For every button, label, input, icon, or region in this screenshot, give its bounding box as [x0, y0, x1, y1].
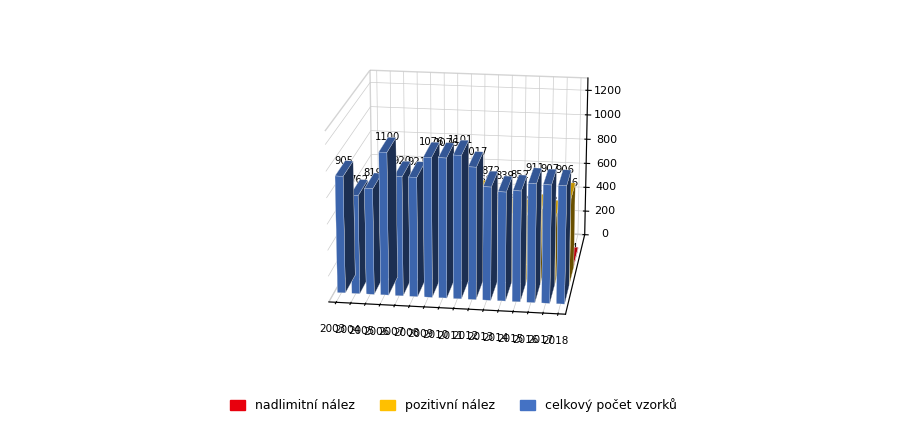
Legend: nadlimitní nález, pozitivní nález, celkový počet vzorků: nadlimitní nález, pozitivní nález, celko… [224, 392, 683, 418]
